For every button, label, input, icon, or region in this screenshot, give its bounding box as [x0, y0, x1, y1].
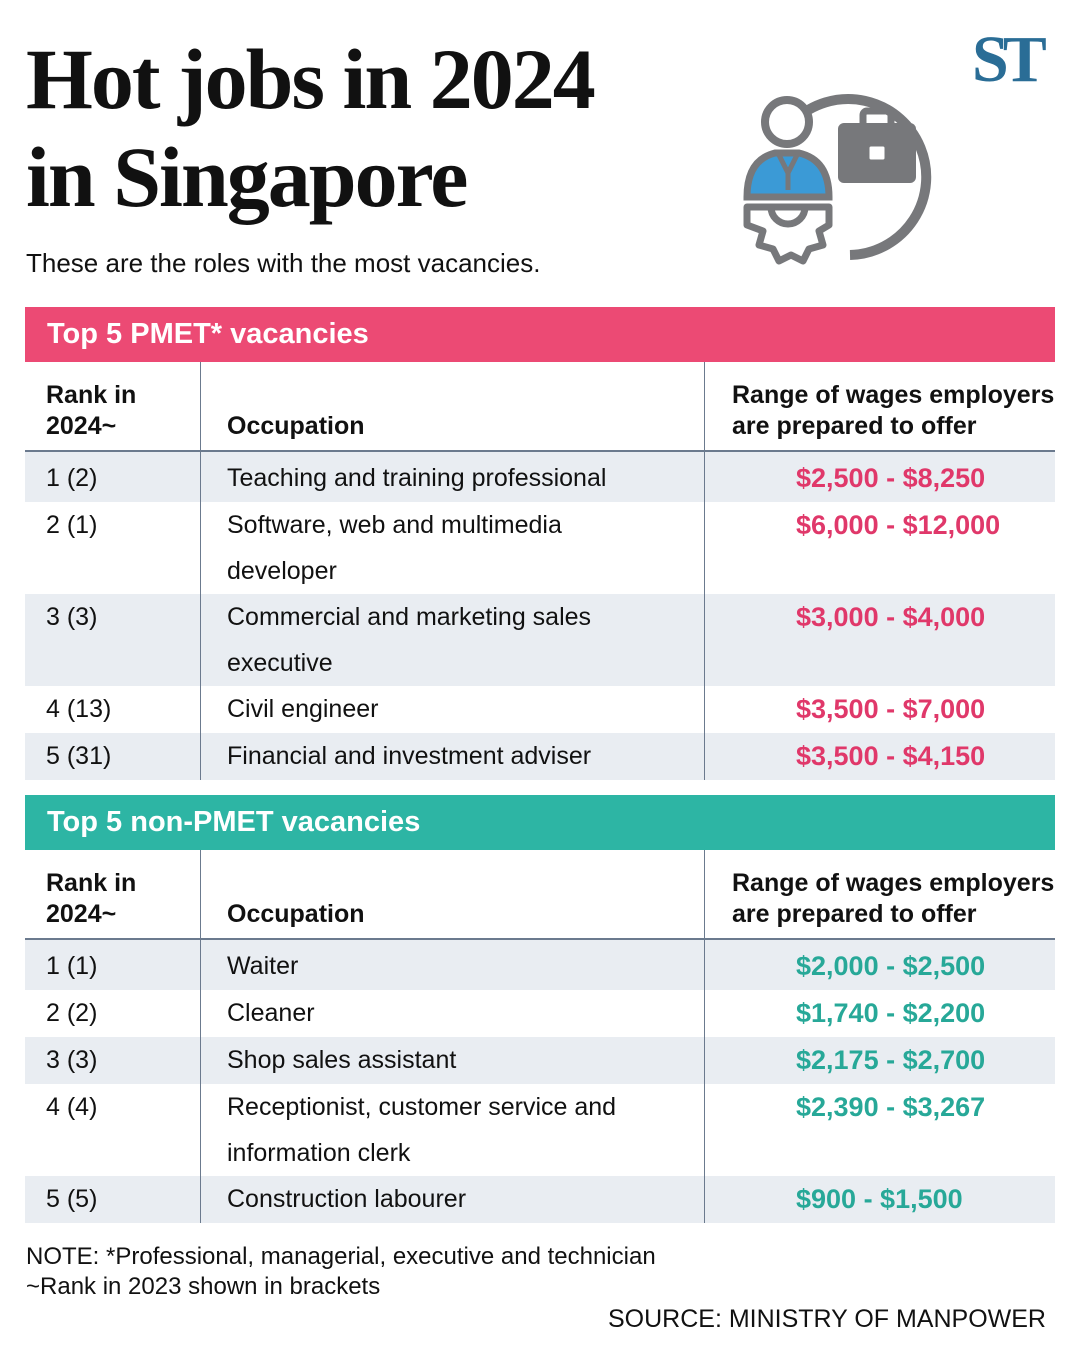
wages-cell: $900 - $1,500	[704, 1176, 1055, 1223]
occupation-cell-text: Financial and investment adviser	[227, 742, 592, 770]
rank-cell: 1 (2)	[25, 451, 201, 502]
note-rank-brackets: ~Rank in 2023 shown in brackets	[26, 1273, 381, 1300]
rank-cell-text: 4 (4)	[46, 1093, 98, 1121]
table-header: Rank in 2024~ Occupation Range of wages …	[25, 850, 1055, 940]
occupation-cell-text: Cleaner	[227, 999, 315, 1027]
wages-cell-text: $3,500 - $4,150	[796, 741, 986, 771]
pmet-heading: Top 5 PMET* vacancies	[25, 307, 1055, 362]
rank-cell-text: 3 (3)	[46, 603, 98, 631]
rank-cell-text: 3 (3)	[46, 1046, 98, 1074]
wages-cell-text: $3,000 - $4,000	[796, 602, 986, 632]
rank-cell: 5 (5)	[25, 1176, 201, 1223]
rank-cell-text: 2 (1)	[46, 511, 98, 539]
occupation-cell: Cleaner	[200, 990, 705, 1037]
occupation-cell: Construction labourer	[200, 1176, 705, 1223]
wages-cell: $3,500 - $4,150	[704, 733, 1055, 780]
occupation-cell-text: Civil engineer	[227, 695, 379, 723]
occupation-header: Occupation	[200, 362, 705, 452]
occupation-cell: Civil engineer	[200, 686, 705, 733]
wages-cell-text: $6,000 - $12,000	[796, 510, 1001, 540]
table-row: 4 (13) Civil engineer $3,500 - $7,000	[25, 686, 1055, 733]
note-pmet-definition: NOTE: *Professional, managerial, executi…	[26, 1243, 656, 1270]
non-pmet-heading: Top 5 non-PMET vacancies	[25, 795, 1055, 850]
rank-cell: 4 (13)	[25, 686, 201, 733]
occupation-cell: Financial and investment adviser	[200, 733, 705, 780]
table-header: Rank in 2024~ Occupation Range of wages …	[25, 362, 1055, 452]
footnote: NOTE: *Professional, managerial, executi…	[26, 1242, 656, 1302]
table-row: 2 (1) Software, web and multimedia develo…	[25, 502, 1055, 594]
employee-with-briefcase-and-gear-icon	[743, 94, 932, 265]
title-line-1: Hot jobs in 2024	[26, 31, 596, 127]
rank-cell: 5 (31)	[25, 733, 201, 780]
page-title: Hot jobs in 2024 in Singapore	[26, 30, 596, 226]
occupation-cell-text: Shop sales assistant	[227, 1046, 457, 1074]
table-row: 1 (2) Teaching and training professional $…	[25, 451, 1055, 502]
table-row: 1 (1) Waiter $2,000 - $2,500	[25, 939, 1055, 990]
rank-cell-text: 1 (1)	[46, 952, 98, 980]
wages-cell-text: $1,740 - $2,200	[796, 998, 986, 1028]
wages-cell-text: $2,390 - $3,267	[796, 1092, 986, 1122]
pmet-section: Top 5 PMET* vacancies Rank in 2024~ Occu…	[25, 307, 1055, 780]
wages-cell: $2,500 - $8,250	[704, 451, 1055, 502]
occupation-cell: Receptionist, customer service and infor…	[200, 1084, 705, 1176]
rank-cell: 3 (3)	[25, 594, 201, 686]
rank-cell: 3 (3)	[25, 1037, 201, 1084]
st-logo: ST	[972, 23, 1047, 96]
wages-cell: $3,000 - $4,000	[704, 594, 1055, 686]
wages-cell-text: $2,500 - $8,250	[796, 463, 986, 493]
occupation-cell-text: Construction labourer	[227, 1185, 467, 1213]
rank-cell-text: 5 (5)	[46, 1185, 98, 1213]
occupation-cell-text: Commercial and marketing sales executive	[227, 603, 592, 677]
source-credit: SOURCE: MINISTRY OF MANPOWER	[607, 1305, 1046, 1333]
wages-cell-text: $2,175 - $2,700	[796, 1045, 986, 1075]
wages-cell: $3,500 - $7,000	[705, 686, 1056, 733]
table-row: 2 (2) Cleaner $1,740 - $2,200	[25, 990, 1055, 1037]
wages-cell: $6,000 - $12,000	[705, 502, 1056, 594]
occupation-cell: Commercial and marketing sales executive	[200, 594, 705, 686]
rank-cell: 2 (2)	[25, 990, 201, 1037]
wages-cell: $2,000 - $2,500	[704, 939, 1055, 990]
subtitle: These are the roles with the most vacanc…	[26, 248, 541, 278]
rank-header: Rank in 2024~	[25, 362, 201, 452]
occupation-cell: Teaching and training professional	[200, 451, 705, 502]
table-row: 5 (31) Financial and investment adviser $3…	[25, 733, 1055, 780]
occupation-cell-text: Waiter	[227, 952, 299, 980]
pmet-table: Rank in 2024~ Occupation Range of wages …	[25, 362, 1055, 780]
wages-cell: $2,175 - $2,700	[704, 1037, 1055, 1084]
occupation-cell-text: Receptionist, customer service and infor…	[227, 1093, 617, 1167]
table-row: 3 (3) Commercial and marketing sales exec…	[25, 594, 1055, 686]
wages-cell-text: $3,500 - $7,000	[796, 694, 986, 724]
rank-cell: 1 (1)	[25, 939, 201, 990]
rank-cell-text: 5 (31)	[46, 742, 112, 770]
occupation-cell-text: Teaching and training professional	[227, 464, 607, 492]
occupation-cell: Shop sales assistant	[200, 1037, 705, 1084]
wages-cell-text: $900 - $1,500	[796, 1184, 963, 1214]
table-row: 4 (4) Receptionist, customer service and …	[25, 1084, 1055, 1176]
wages-cell-text: $2,000 - $2,500	[796, 951, 986, 981]
wages-cell: $1,740 - $2,200	[705, 990, 1056, 1037]
occupation-header: Occupation	[200, 850, 705, 940]
occupation-cell-text: Software, web and multimedia developer	[227, 511, 562, 585]
rank-cell: 2 (1)	[25, 502, 201, 594]
rank-header: Rank in 2024~	[25, 850, 201, 940]
occupation-cell: Waiter	[200, 939, 705, 990]
non-pmet-section: Top 5 non-PMET vacancies Rank in 2024~ O…	[25, 795, 1055, 1223]
table-row: 5 (5) Construction labourer $900 - $1,500	[25, 1176, 1055, 1223]
wages-cell: $2,390 - $3,267	[705, 1084, 1056, 1176]
table-row: 3 (3) Shop sales assistant $2,175 - $2,700	[25, 1037, 1055, 1084]
title-line-2: in Singapore	[26, 129, 468, 225]
wages-header: Range of wages employers are prepared to…	[704, 362, 1055, 452]
rank-cell-text: 2 (2)	[46, 999, 98, 1027]
rank-cell-text: 1 (2)	[46, 464, 98, 492]
rank-cell: 4 (4)	[25, 1084, 201, 1176]
occupation-cell: Software, web and multimedia developer	[200, 502, 705, 594]
wages-header: Range of wages employers are prepared to…	[704, 850, 1055, 940]
non-pmet-table: Rank in 2024~ Occupation Range of wages …	[25, 850, 1055, 1223]
rank-cell-text: 4 (13)	[46, 695, 112, 723]
